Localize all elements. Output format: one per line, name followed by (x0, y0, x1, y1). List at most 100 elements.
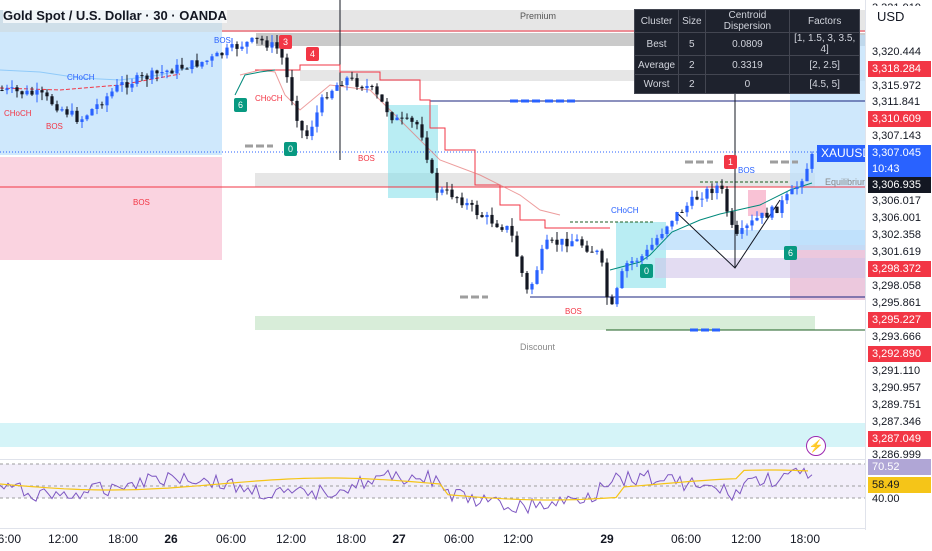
price-label: 3,289.751 (872, 399, 921, 411)
candle-body (45, 92, 49, 97)
price-label: 3,306.001 (872, 212, 921, 224)
table-cell: 2 (678, 55, 706, 75)
candle-body (50, 96, 54, 105)
candle-body (540, 248, 544, 271)
candle-body (785, 194, 789, 201)
cluster-table: Cluster Size Centroid Dispersion Factors… (633, 9, 860, 94)
candle-body (290, 77, 294, 101)
candle-body (515, 235, 519, 257)
table-cell: 0.0809 (704, 32, 791, 56)
ticker-tag[interactable]: XAUUSD (817, 145, 876, 162)
rsi-axis-label: 58.49 (868, 477, 931, 493)
candle-body (535, 270, 539, 284)
fvg-zone (655, 230, 865, 250)
candle-body (415, 121, 419, 125)
candle-body (595, 250, 599, 253)
signal-marker[interactable]: 0 (640, 264, 653, 278)
candle-body (490, 214, 494, 224)
table-cell: 0.3319 (704, 55, 791, 75)
lightning-icon[interactable]: ⚡ (806, 436, 826, 456)
symbol-title[interactable]: Gold Spot / U.S. Dollar · 30 · OANDA (3, 8, 227, 23)
candle-body (430, 159, 434, 173)
choch-label: CHoCH (611, 206, 639, 215)
table-cell: [1, 1.5, 3, 3.5, 4] (789, 32, 860, 56)
candle-body (805, 168, 809, 182)
candle-body (135, 75, 139, 84)
candle-body (115, 84, 119, 92)
candle-body (715, 185, 719, 194)
candle-body (410, 117, 414, 122)
candle-body (200, 61, 204, 67)
signal-marker[interactable]: 0 (284, 142, 297, 156)
candle-body (755, 217, 759, 221)
candle-body (265, 40, 269, 48)
time-label: 29 (600, 532, 614, 546)
candle-body (220, 52, 224, 56)
candle-body (260, 38, 264, 41)
candle-body (445, 189, 449, 191)
candle-body (660, 234, 664, 239)
rsi-axis-label: 40.00 (872, 493, 900, 505)
signal-marker[interactable]: 3 (279, 35, 292, 49)
rsi-pane[interactable] (0, 459, 865, 529)
time-axis[interactable]: 06:00 12:00 18:00 26 06:00 12:00 18:00 27 06:00 1… (0, 528, 865, 551)
signal-marker[interactable]: 4 (306, 47, 319, 61)
bearish-zone (0, 157, 222, 260)
price-label: 3,286.999 (872, 449, 921, 461)
candle-body (95, 104, 99, 110)
candle-body (705, 188, 709, 199)
price-label: 3,290.957 (872, 382, 921, 394)
bos-label: BOS (46, 122, 63, 131)
signal-marker[interactable]: 6 (784, 246, 797, 260)
candle-body (365, 85, 369, 89)
candle-body (555, 239, 559, 245)
candle-body (795, 186, 799, 189)
candle-body (170, 70, 174, 74)
candle-body (90, 109, 94, 116)
candle-body (550, 239, 554, 241)
currency-button[interactable]: USD (868, 6, 928, 28)
rsi-ma-line (0, 469, 809, 501)
candle-body (285, 57, 289, 78)
candle-body (790, 188, 794, 195)
price-axis[interactable]: 3,321.9193,320.4443,318.2843,315.9723,31… (865, 0, 932, 530)
table-header: Size (678, 9, 706, 33)
price-label: 3,315.972 (872, 80, 921, 92)
candle-body (455, 197, 459, 199)
candle-body (800, 181, 804, 187)
table-row: Average 2 0.3319 [2, 2.5] (633, 55, 860, 75)
price-label: 3,298.058 (872, 280, 921, 292)
candle-body (425, 137, 429, 160)
signal-marker[interactable]: 6 (234, 98, 247, 112)
price-label: 3,311.841 (872, 96, 921, 108)
candle-body (625, 263, 629, 272)
supertrend-line (234, 69, 276, 96)
candle-body (505, 225, 509, 230)
signal-marker[interactable]: 1 (724, 155, 737, 169)
candle-body (775, 206, 779, 213)
choch-label: CHoCH (4, 109, 32, 118)
time-label: 27 (392, 532, 406, 546)
candle-body (145, 75, 149, 80)
candle-body (255, 37, 259, 39)
candle-body (645, 249, 649, 257)
rsi-chart[interactable] (0, 460, 865, 529)
candle-body (765, 212, 769, 218)
candle-body (650, 244, 654, 250)
candle-body (270, 42, 274, 48)
fvg-zone (655, 258, 865, 278)
table-row: Worst 2 0 [4.5, 5] (633, 74, 860, 94)
candle-body (195, 60, 199, 67)
candle-body (210, 56, 214, 61)
candle-body (315, 112, 319, 127)
candle-body (380, 94, 384, 102)
supply-zone (300, 70, 865, 81)
table-cell: 5 (678, 32, 706, 56)
price-label: 3,301.619 (872, 246, 921, 258)
candle-body (610, 297, 614, 305)
time-label: 12:00 (730, 532, 762, 546)
candle-body (300, 120, 304, 131)
time-label: 18:00 (335, 532, 367, 546)
zigzag-line (675, 199, 781, 269)
candle-body (75, 110, 79, 122)
